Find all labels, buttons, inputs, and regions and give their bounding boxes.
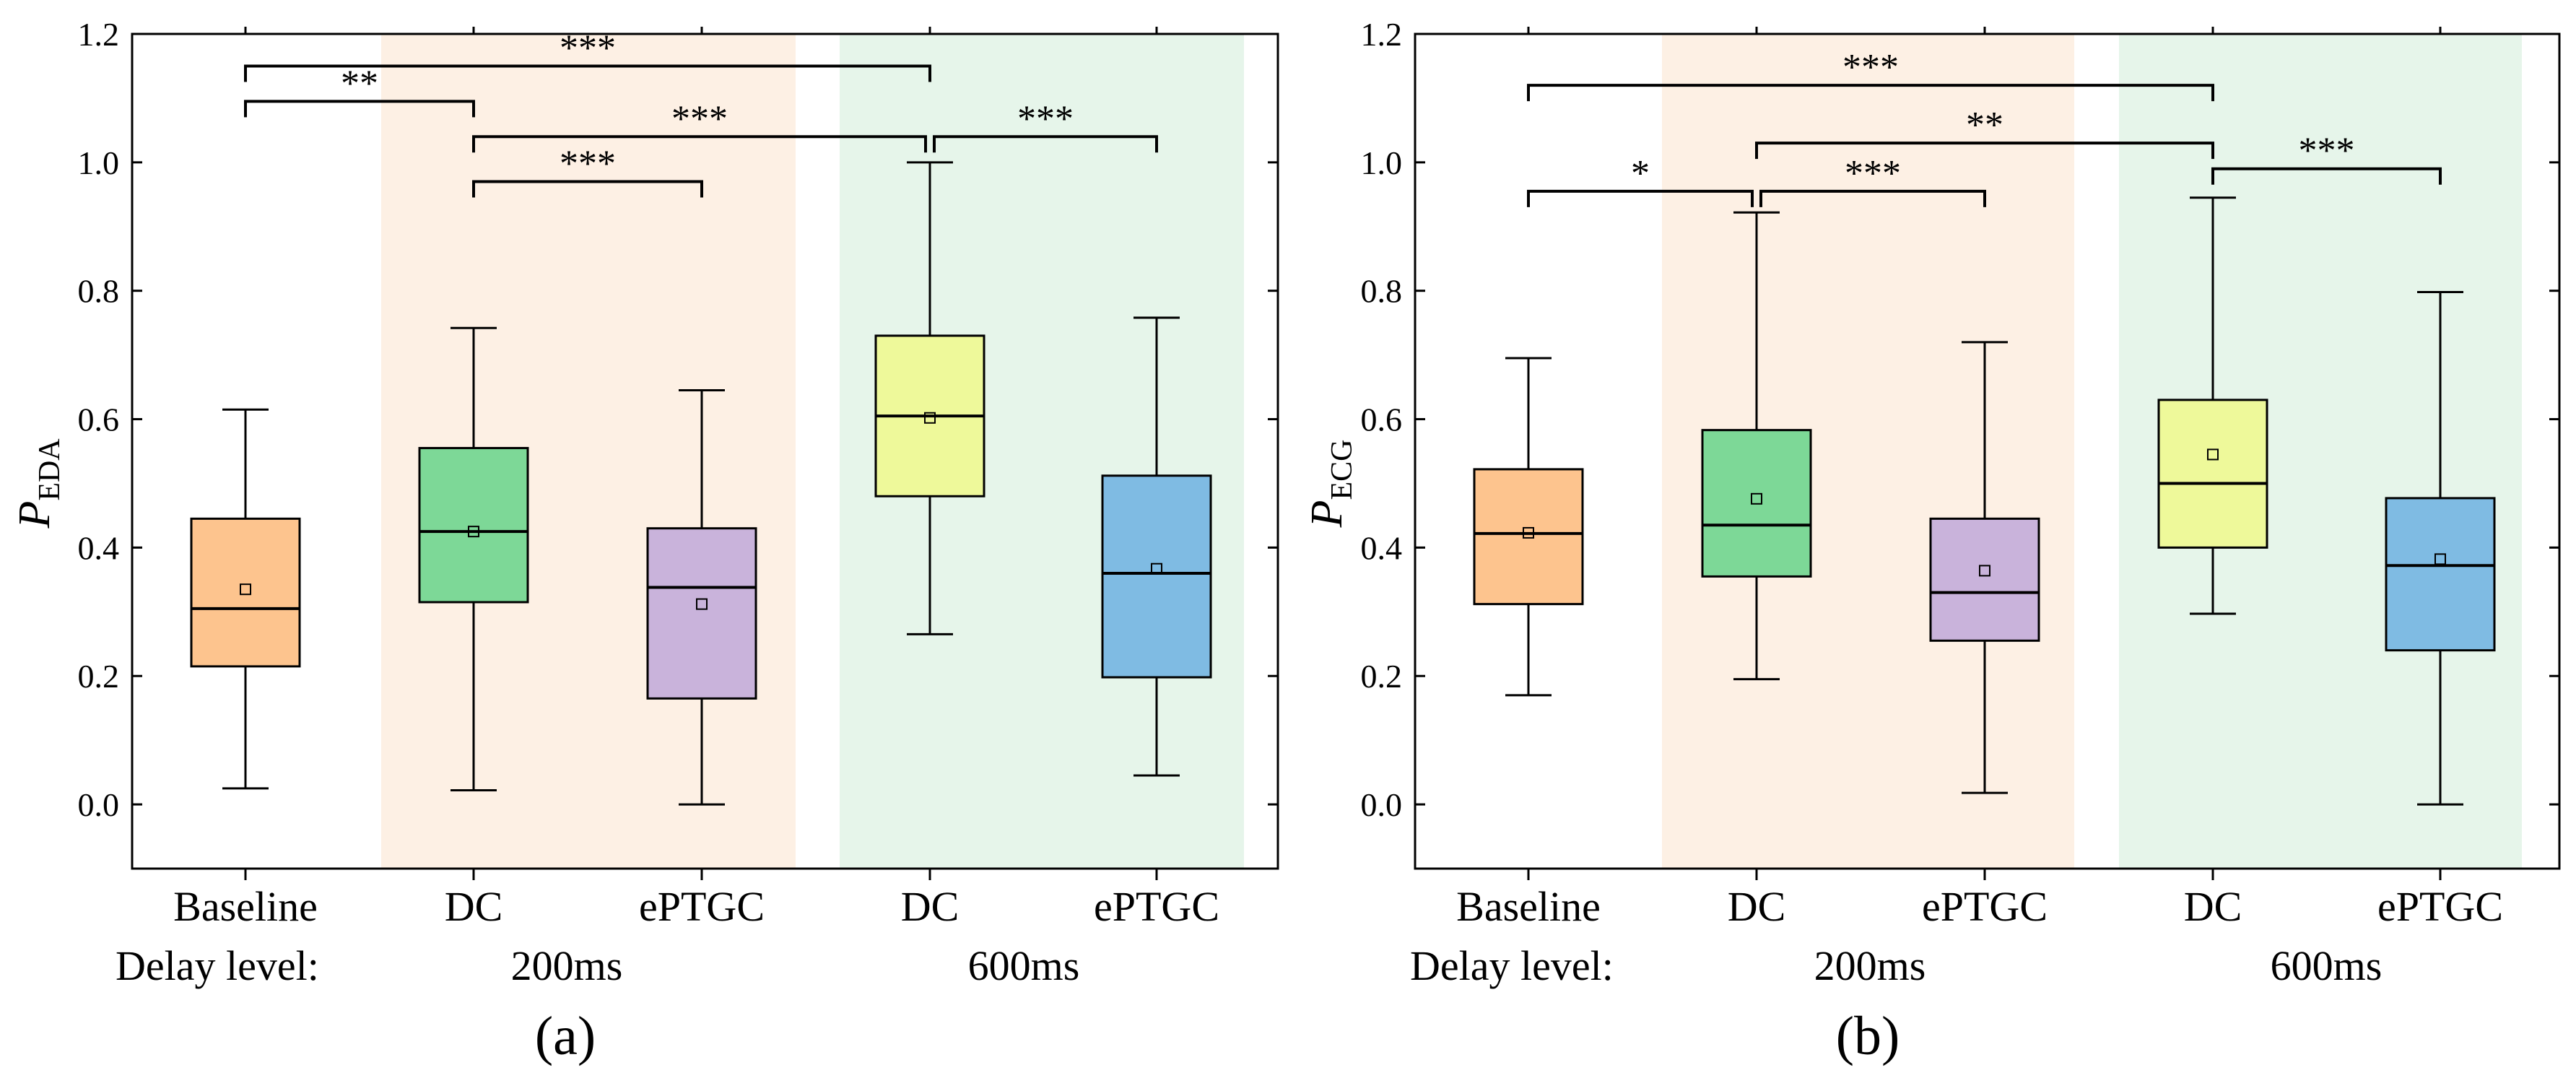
y-tick-label: 0.2: [1361, 658, 1403, 695]
y-axis-label-sub: ECG: [1326, 440, 1359, 500]
significance-stars: ***: [560, 27, 616, 69]
delay-group-label: 200ms: [1814, 942, 1926, 989]
delay-group-label: 200ms: [511, 942, 623, 989]
mean-marker: [468, 526, 479, 538]
significance-bracket: [244, 64, 931, 82]
y-axis-label: PECG: [1302, 440, 1359, 529]
significance-stars: ***: [1845, 153, 1901, 194]
delay-group-label: 600ms: [2271, 942, 2383, 989]
mean-marker: [1979, 565, 1990, 577]
y-axis-label-main: P: [10, 501, 59, 529]
x-category-label: DC: [445, 883, 503, 930]
x-category-label: ePTGC: [2377, 883, 2503, 930]
box: [1929, 517, 2040, 642]
x-category-label: DC: [2184, 883, 2242, 930]
significance-stars: ***: [2299, 131, 2355, 172]
y-tick-label: 0.8: [1361, 273, 1403, 310]
y-axis-label: PEDA: [10, 438, 66, 529]
mean-marker: [696, 598, 708, 610]
x-category-label: DC: [1728, 883, 1786, 930]
significance-bracket: [1755, 142, 2214, 160]
y-tick-label: 0.8: [78, 273, 120, 310]
significance-stars: **: [341, 63, 378, 104]
y-tick-label: 0.4: [1361, 529, 1403, 566]
box: [646, 527, 757, 700]
y-tick-label: 0.6: [1361, 401, 1403, 438]
significance-bracket: [244, 100, 475, 118]
y-axis-label-sub: EDA: [33, 438, 66, 501]
panel-b: 0.0 0.2 0.4 0.6 0.8 1.0 1.2 PECG Baseline DC ePTGC…: [1302, 16, 2561, 1066]
panel-a: 0.0 0.2 0.4 0.6 0.8 1.0 1.2 PEDA Baseline DC ePTGC…: [10, 16, 1279, 1066]
mean-marker: [2207, 448, 2219, 461]
significance-bracket: [472, 135, 927, 153]
y-tick-label: 0.0: [78, 786, 120, 823]
significance-bracket: [472, 180, 703, 198]
plot-frame: [131, 32, 1279, 870]
x-category-label: ePTGC: [639, 883, 765, 930]
mean-marker: [240, 583, 251, 596]
box: [1473, 468, 1584, 606]
significance-stars: ***: [1842, 47, 1899, 88]
y-axis-label-main: P: [1302, 500, 1352, 529]
panel-label: (b): [1836, 1006, 1900, 1066]
box: [418, 447, 529, 604]
mean-marker: [1751, 492, 1762, 505]
mean-marker: [1523, 526, 1534, 539]
x-category-label: Baseline: [1456, 883, 1601, 930]
box: [2157, 399, 2268, 549]
mean-marker: [2434, 553, 2446, 565]
mean-marker: [1151, 562, 1162, 575]
significance-bracket: [933, 135, 1158, 153]
delay-level-label: Delay level:: [116, 942, 319, 989]
significance-bracket: [1527, 189, 1754, 207]
significance-bracket: [1527, 84, 2214, 102]
x-category-label: DC: [901, 883, 960, 930]
significance-bracket: [1759, 189, 1986, 207]
y-tick-label: 0.2: [78, 658, 120, 695]
y-tick-label: 0.0: [1361, 786, 1403, 823]
panel-label: (a): [535, 1006, 596, 1066]
significance-stars: **: [1966, 105, 2003, 146]
significance-bracket: [2211, 167, 2442, 185]
mean-marker: [924, 412, 936, 424]
x-category-label: Baseline: [173, 883, 318, 930]
significance-stars: *: [1631, 153, 1650, 194]
box: [190, 517, 301, 668]
box: [2385, 497, 2496, 652]
delay-level-label: Delay level:: [1410, 942, 1614, 989]
x-category-label: ePTGC: [1094, 883, 1219, 930]
delay-group-label: 600ms: [968, 942, 1080, 989]
plot-frame: [1414, 32, 2561, 870]
y-tick-label: 0.4: [78, 529, 120, 566]
significance-stars: ***: [1017, 98, 1074, 139]
y-tick-label: 1.0: [1361, 144, 1403, 181]
y-tick-label: 0.6: [78, 401, 120, 438]
significance-stars: ***: [671, 98, 728, 139]
y-tick-label: 1.0: [78, 144, 120, 181]
y-tick-label: 1.2: [1361, 16, 1403, 53]
significance-stars: ***: [560, 144, 616, 185]
y-tick-label: 1.2: [78, 16, 120, 53]
x-category-label: ePTGC: [1922, 883, 2048, 930]
box: [1101, 474, 1212, 679]
